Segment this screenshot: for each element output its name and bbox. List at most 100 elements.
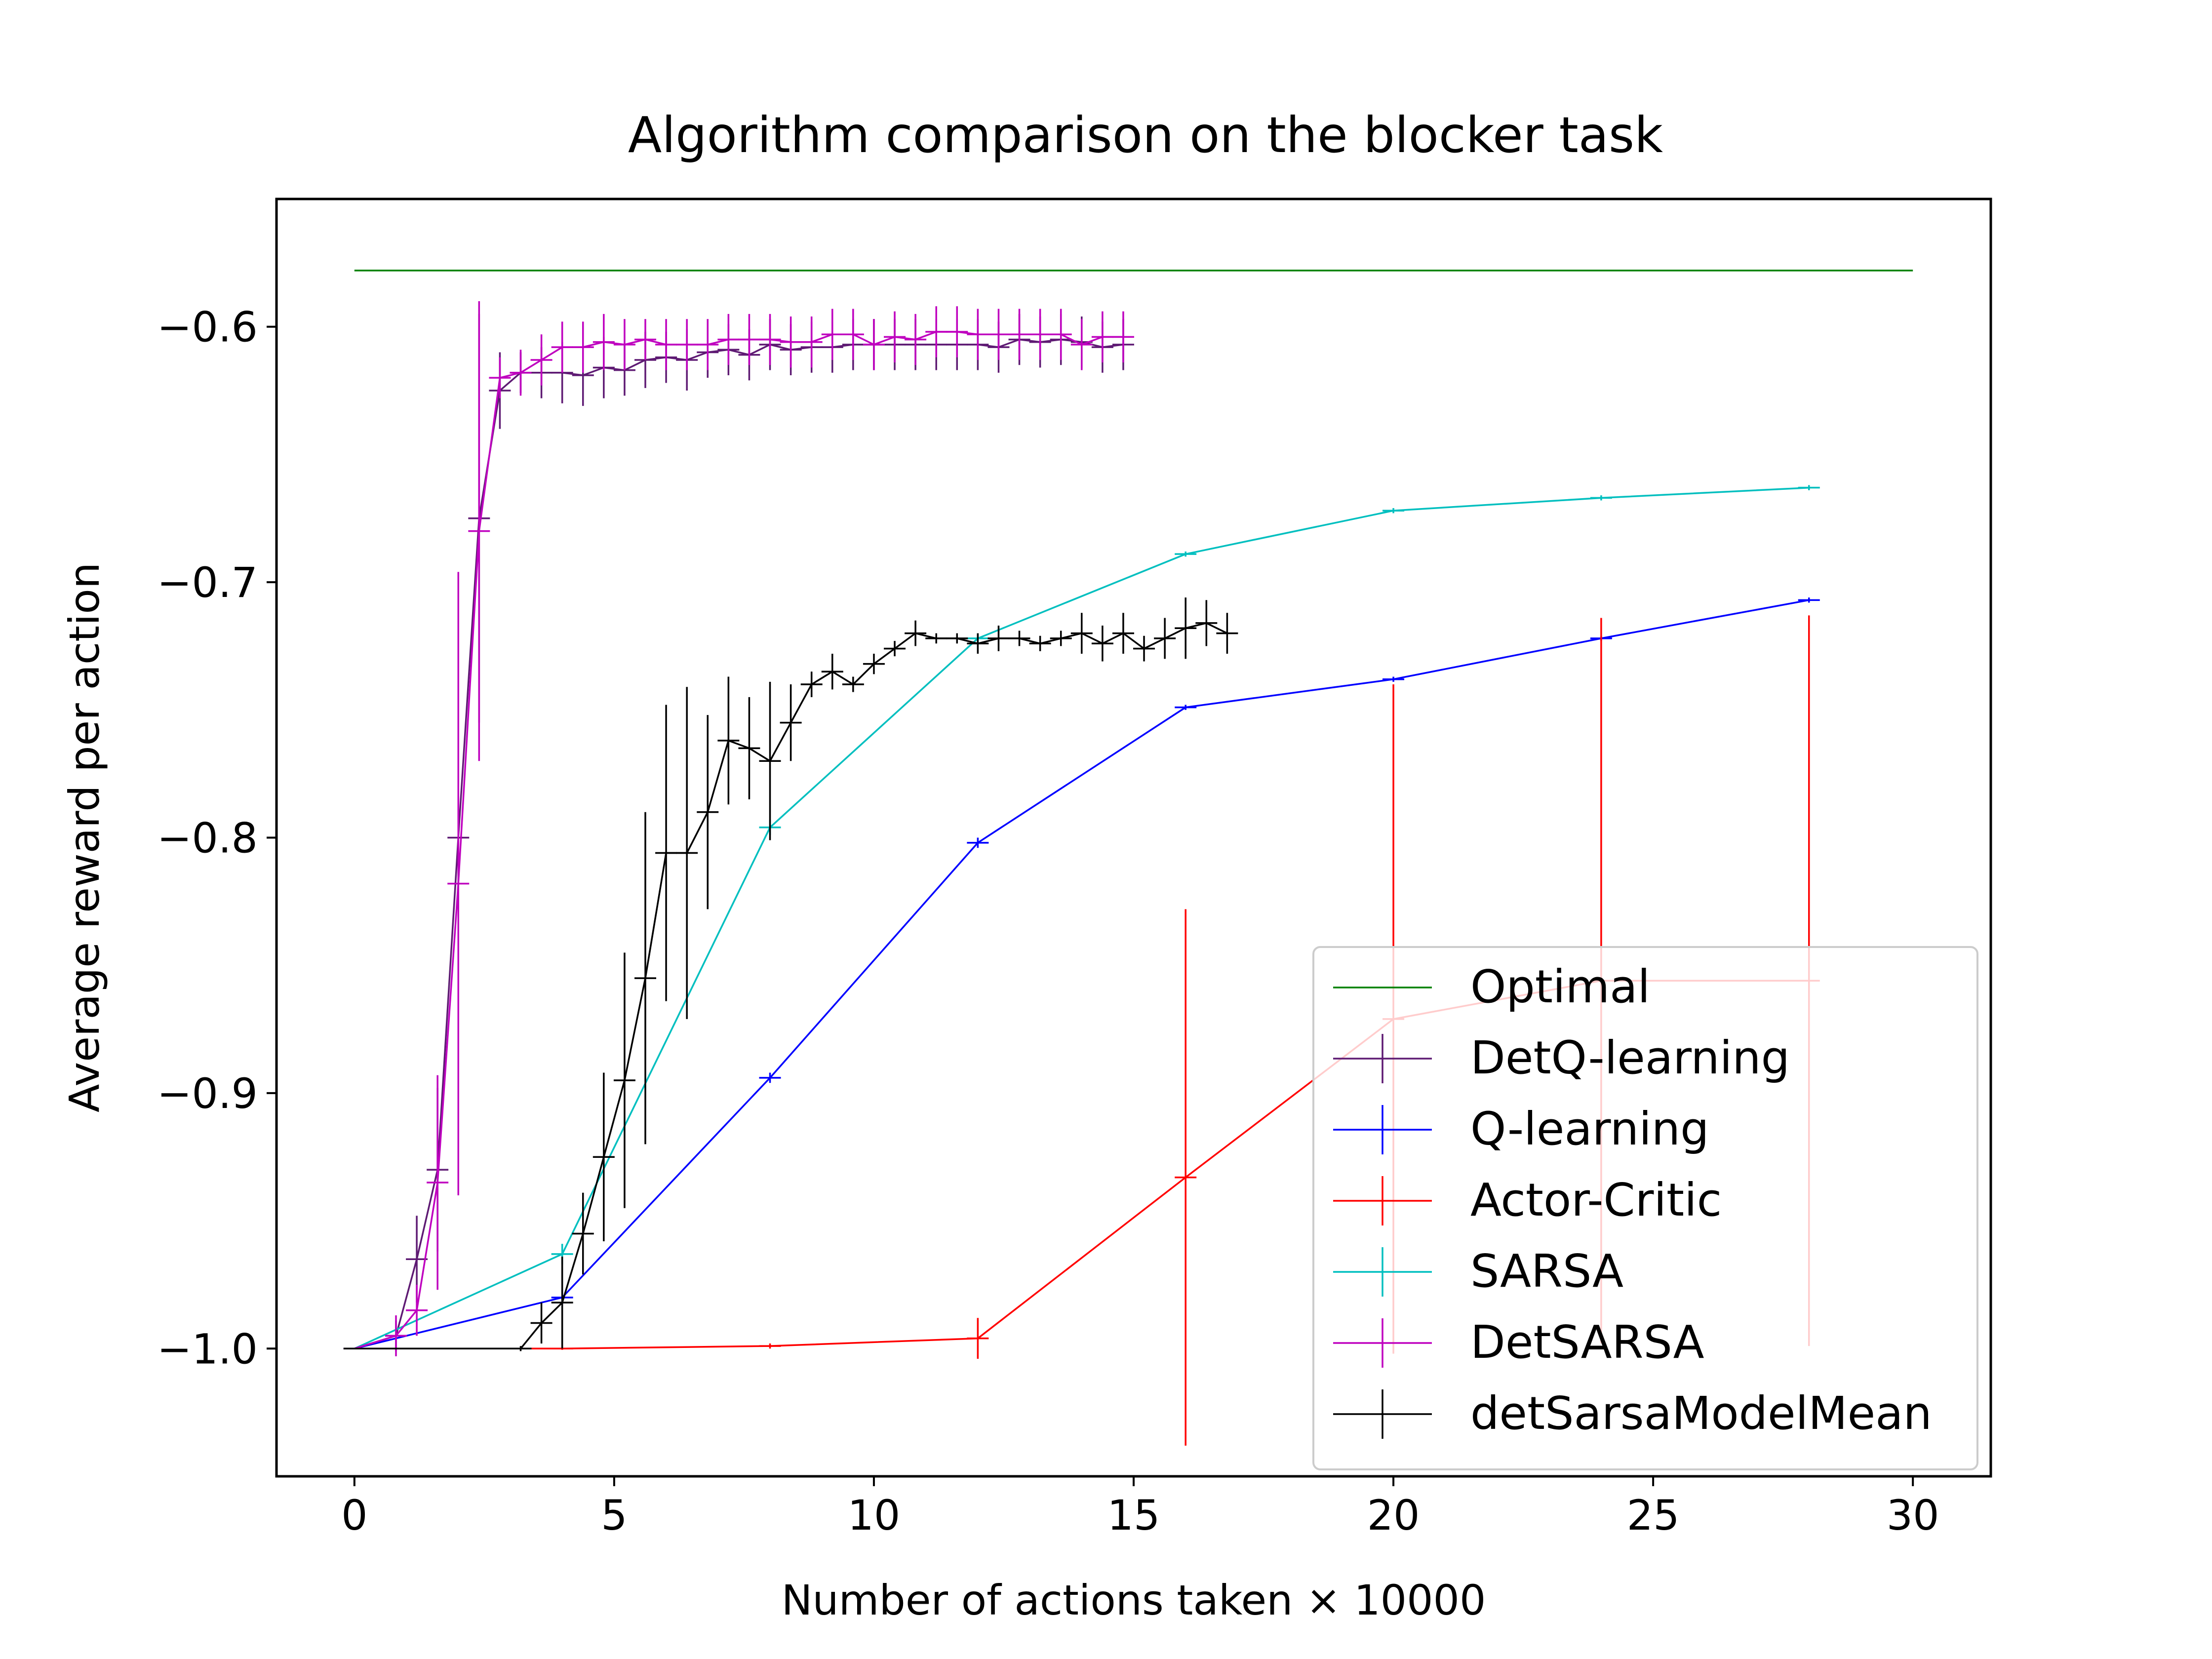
y-tick-label: −0.9 [157, 1069, 258, 1118]
data-point [884, 311, 906, 363]
legend-label: DetSARSA [1470, 1316, 1704, 1369]
series-q-learning [343, 597, 1820, 1350]
legend-label: Actor-Critic [1470, 1174, 1722, 1226]
x-tick-label: 15 [1107, 1491, 1160, 1540]
data-point [1175, 705, 1197, 710]
data-point [1091, 311, 1113, 363]
x-tick-label: 30 [1887, 1491, 1939, 1540]
data-point [1029, 309, 1051, 360]
x-tick-label: 10 [847, 1491, 900, 1540]
data-point [905, 620, 927, 646]
data-point [738, 697, 760, 799]
data-point [717, 314, 740, 365]
data-point [1008, 631, 1030, 646]
data-point [780, 684, 802, 761]
data-point [1050, 631, 1072, 646]
data-point [655, 705, 677, 1001]
data-point [821, 653, 843, 690]
data-point [1216, 613, 1238, 654]
data-point [613, 319, 635, 370]
data-point [697, 319, 719, 370]
legend-box [1312, 946, 1978, 1470]
legend-label: Optimal [1470, 960, 1650, 1013]
legend-label: SARSA [1470, 1245, 1623, 1298]
data-point [1798, 597, 1820, 603]
series-line-q-learning [354, 599, 1810, 1349]
data-point [780, 316, 802, 368]
data-point [1070, 613, 1093, 654]
data-point [1798, 485, 1820, 490]
data-point [1382, 508, 1405, 514]
data-point [759, 314, 781, 365]
data-point [634, 319, 657, 360]
data-point [1382, 676, 1405, 682]
data-point [800, 316, 823, 368]
legend-item-optimal: Optimal [1333, 960, 1650, 1013]
x-tick-label: 0 [341, 1491, 367, 1540]
data-point [1112, 311, 1134, 363]
data-point [592, 1072, 615, 1241]
legend-label: detSarsaModelMean [1470, 1387, 1932, 1440]
legend-item-detsarsa: DetSARSA [1333, 1316, 1704, 1369]
legend-item-q-learning: Q-learning [1333, 1103, 1709, 1155]
data-point [1112, 613, 1134, 654]
data-point [967, 1318, 989, 1359]
data-point [1154, 618, 1176, 659]
data-point [427, 1075, 449, 1290]
data-point [406, 1284, 428, 1336]
data-point [759, 1072, 781, 1083]
data-point [1195, 600, 1218, 646]
data-point [800, 672, 823, 697]
data-point [447, 572, 470, 1195]
data-point [967, 309, 989, 360]
legend-item-sarsa: SARSA [1333, 1245, 1623, 1298]
x-axis: 0 5 10 15 20 25 30 [341, 1476, 1939, 1540]
legend-label: DetQ-learning [1470, 1031, 1790, 1084]
data-point [905, 314, 927, 365]
data-point [1091, 626, 1113, 662]
data-point [572, 321, 594, 373]
y-tick-label: −0.8 [157, 814, 258, 863]
data-point [988, 309, 1010, 360]
data-point [1175, 552, 1197, 557]
y-axis: −1.0 −0.9 −0.8 −0.7 −0.6 [157, 303, 276, 1373]
data-point [738, 314, 760, 365]
data-point [863, 319, 885, 370]
legend-item-actor-critic: Actor-Critic [1333, 1174, 1722, 1226]
data-point [925, 306, 948, 357]
data-point [925, 633, 948, 644]
data-point [530, 1303, 553, 1343]
data-point [592, 314, 615, 370]
data-point [967, 633, 989, 654]
data-point [1050, 309, 1072, 360]
legend-item-detq-learning: DetQ-learning [1333, 1031, 1790, 1084]
data-point [946, 306, 968, 357]
data-point [655, 319, 677, 370]
chart-title: Algorithm comparison on the blocker task [628, 106, 1663, 164]
data-point [1070, 319, 1093, 370]
data-point [1008, 309, 1030, 360]
data-point [551, 1257, 573, 1349]
data-point [676, 687, 698, 1019]
data-point [634, 812, 657, 1145]
y-tick-label: −0.6 [157, 303, 258, 352]
x-tick-label: 25 [1627, 1491, 1680, 1540]
data-point [489, 357, 511, 398]
x-tick-label: 5 [601, 1491, 627, 1540]
data-point [510, 1346, 532, 1351]
data-point [884, 641, 906, 657]
data-point [759, 681, 781, 840]
legend-item-detsarsamodelmean: detSarsaModelMean [1333, 1387, 1932, 1440]
data-point [572, 1192, 594, 1275]
x-tick-label: 20 [1367, 1491, 1420, 1540]
x-axis-label: Number of actions taken × 10000 [782, 1576, 1486, 1624]
data-point [1133, 635, 1155, 662]
data-point [717, 676, 740, 805]
data-point [842, 309, 864, 360]
data-point [468, 301, 490, 761]
data-point [551, 321, 573, 373]
legend-label: Q-learning [1470, 1103, 1709, 1155]
legend: Optimal DetQ-learning Q-learning Actor-Crit… [1312, 946, 1978, 1470]
data-point [676, 319, 698, 370]
